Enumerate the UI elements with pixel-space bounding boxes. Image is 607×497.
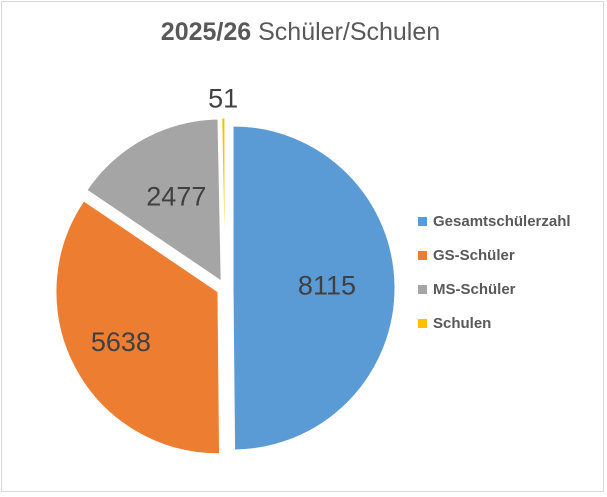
legend-swatch-gesamtschuelerzahl bbox=[418, 216, 427, 226]
legend-item-schulen: Schulen bbox=[418, 312, 603, 334]
legend-swatch-gs-schueler bbox=[418, 250, 427, 260]
chart-legend: Gesamtschülerzahl GS-Schüler MS-Schüler … bbox=[418, 210, 603, 346]
chart-title-year: 2025/26 bbox=[160, 18, 252, 46]
legend-item-gs-schueler: GS-Schüler bbox=[418, 244, 603, 266]
legend-label-ms-schueler: MS-Schüler bbox=[433, 280, 516, 298]
pie-slice-schulen bbox=[221, 117, 226, 281]
chart-title-text: Schüler/Schulen bbox=[251, 18, 441, 46]
data-label-gs-schueler: 5638 bbox=[91, 327, 151, 357]
legend-swatch-schulen bbox=[418, 318, 427, 328]
data-label-gesamtschuelerzahl: 8115 bbox=[298, 271, 356, 301]
legend-label-gesamtschuelerzahl: Gesamtschülerzahl bbox=[433, 212, 571, 230]
pie-slice-gs-schueler bbox=[55, 200, 221, 455]
legend-item-gesamtschuelerzahl: Gesamtschülerzahl bbox=[418, 210, 603, 232]
legend-label-gs-schueler: GS-Schüler bbox=[433, 246, 515, 264]
data-label-schulen: 51 bbox=[208, 83, 238, 113]
legend-label-schulen: Schulen bbox=[433, 314, 492, 332]
legend-item-ms-schueler: MS-Schüler bbox=[418, 278, 603, 300]
data-label-ms-schueler: 2477 bbox=[146, 182, 206, 212]
legend-swatch-ms-schueler bbox=[418, 284, 427, 294]
pie-slice-gesamtschuelerzahl bbox=[232, 125, 396, 451]
pie-slice-ms-schueler bbox=[86, 118, 222, 282]
chart-title: 2025/26 Schüler/Schulen bbox=[2, 18, 599, 47]
